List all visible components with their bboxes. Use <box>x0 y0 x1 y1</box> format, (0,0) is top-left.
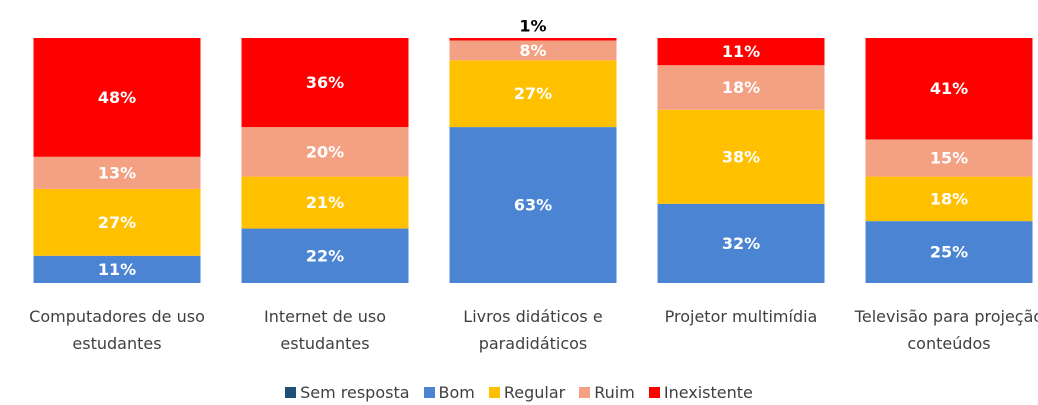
bar-segment <box>865 221 1033 283</box>
legend-swatch <box>285 387 297 398</box>
legend-swatch <box>648 387 660 398</box>
data-label: 8% <box>519 41 546 60</box>
data-label: 11% <box>98 260 136 279</box>
bar-segment <box>33 255 201 283</box>
bar-segment <box>241 228 409 283</box>
data-label: 48% <box>98 88 136 107</box>
bar-segment <box>449 40 617 61</box>
x-tick-label: Computadores de uso estudantes <box>29 307 205 353</box>
data-label: 38% <box>722 147 760 166</box>
legend: Sem resposta Bom Regular Ruim Inexistente <box>0 383 1038 402</box>
bar-segment <box>241 176 409 229</box>
bar-segment <box>865 38 1033 140</box>
data-label: 32% <box>722 234 760 253</box>
legend-swatch <box>579 387 591 398</box>
x-tick-label: Internet de uso estudantes <box>264 307 386 353</box>
x-tick-label: Projetor multimídia <box>664 307 818 326</box>
bar-segment <box>241 38 409 128</box>
legend-item: Ruim <box>579 383 635 402</box>
bar-segment <box>657 203 825 283</box>
data-label: 25% <box>930 243 968 262</box>
bar-segment <box>449 38 617 41</box>
bar-segment <box>657 38 825 66</box>
data-label: 20% <box>306 142 344 161</box>
legend-swatch <box>488 387 500 398</box>
legend-item: Inexistente <box>648 383 753 402</box>
legend-label: Bom <box>438 383 475 402</box>
data-label: 41% <box>930 79 968 98</box>
data-label: 63% <box>514 196 552 215</box>
x-tick-label: Livros didáticos e paradidáticos <box>463 307 603 353</box>
legend-swatch <box>423 387 435 398</box>
bar-segment <box>241 127 409 177</box>
bar-segment <box>657 65 825 110</box>
bar-segment <box>657 109 825 204</box>
bar-segment <box>449 60 617 128</box>
data-label: 18% <box>930 189 968 208</box>
data-label: 22% <box>306 246 344 265</box>
data-label: 36% <box>306 73 344 92</box>
x-tick-label: Televisão para projeção conteúdos <box>854 307 1038 353</box>
data-label: 21% <box>306 193 344 212</box>
bar-segment <box>865 176 1033 222</box>
bar-segment <box>33 156 201 189</box>
legend-label: Sem resposta <box>300 383 410 402</box>
data-label: 27% <box>98 213 136 232</box>
data-label: 18% <box>722 78 760 97</box>
legend-label: Ruim <box>594 383 635 402</box>
bar-segment <box>33 38 201 157</box>
plot: 11% 27% 13% 48% 22% 21% 20% 36% 63% 27% 8% 1% 32% 38%… <box>33 17 1033 283</box>
data-label: 13% <box>98 163 136 182</box>
legend-item: Sem resposta <box>285 383 410 402</box>
bar-segment <box>33 188 201 256</box>
legend-label: Regular <box>503 383 566 402</box>
bar-segment <box>449 127 617 283</box>
bar-segment <box>865 139 1033 177</box>
data-label: 27% <box>514 84 552 103</box>
data-label: 1% <box>519 17 546 36</box>
legend-item: Regular <box>488 383 566 402</box>
data-label: 15% <box>930 149 968 168</box>
legend-label: Inexistente <box>663 383 753 402</box>
data-label: 11% <box>722 42 760 61</box>
legend-item: Bom <box>423 383 475 402</box>
